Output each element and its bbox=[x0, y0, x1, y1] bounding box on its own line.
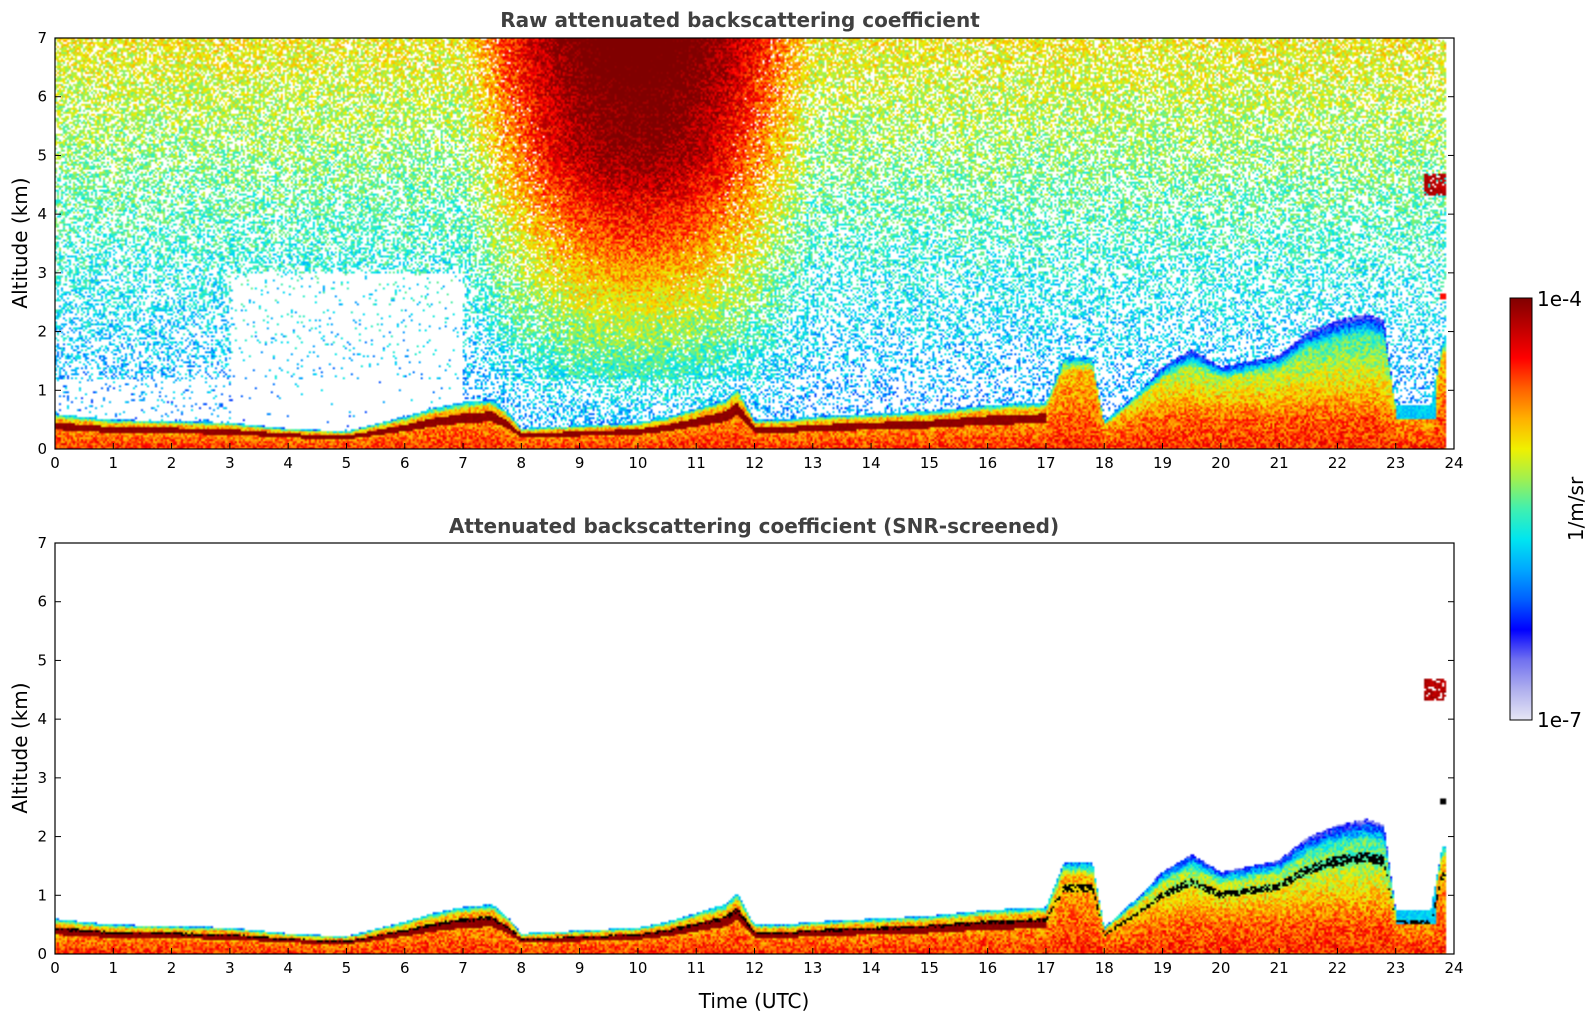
y-tick-label: 6 bbox=[37, 593, 47, 611]
x-tick-label: 10 bbox=[628, 959, 647, 977]
y-tick-label: 2 bbox=[37, 828, 47, 846]
x-tick-label: 14 bbox=[862, 454, 881, 472]
screened-y-ticks: 0 1 2 3 4 5 6 7 bbox=[37, 534, 1454, 963]
x-axis-label: Time (UTC) bbox=[698, 989, 810, 1013]
raw-y-ticks: 0 1 2 3 4 5 6 7 bbox=[37, 29, 1454, 458]
x-tick-label: 19 bbox=[1153, 959, 1172, 977]
raw-backscatter-panel: Raw attenuated backscattering coefficien… bbox=[8, 8, 1464, 472]
x-tick-label: 3 bbox=[225, 959, 235, 977]
x-tick-label: 16 bbox=[978, 959, 997, 977]
raw-y-axis-label: Altitude (km) bbox=[8, 177, 32, 308]
x-tick-label: 2 bbox=[167, 959, 177, 977]
y-tick-label: 5 bbox=[37, 651, 47, 669]
colorbar: 1e-4 1e-7 1/m/sr bbox=[1509, 287, 1588, 732]
raw-heatmap-field bbox=[55, 38, 1454, 449]
x-tick-label: 22 bbox=[1328, 959, 1347, 977]
y-tick-label: 3 bbox=[37, 264, 47, 282]
y-tick-label: 0 bbox=[37, 440, 47, 458]
x-tick-label: 5 bbox=[342, 959, 352, 977]
screened-panel-title: Attenuated backscattering coefficient (S… bbox=[449, 514, 1059, 538]
x-tick-label: 15 bbox=[920, 454, 939, 472]
x-tick-label: 1 bbox=[109, 454, 119, 472]
x-tick-label: 23 bbox=[1386, 959, 1405, 977]
colorbar-max-label: 1e-4 bbox=[1537, 287, 1582, 311]
y-tick-label: 7 bbox=[37, 29, 47, 47]
y-tick-label: 7 bbox=[37, 534, 47, 552]
x-tick-label: 9 bbox=[575, 959, 585, 977]
x-tick-label: 23 bbox=[1386, 454, 1405, 472]
x-tick-label: 12 bbox=[745, 959, 764, 977]
x-tick-label: 24 bbox=[1444, 454, 1463, 472]
x-tick-label: 9 bbox=[575, 454, 585, 472]
y-tick-label: 1 bbox=[37, 381, 47, 399]
screened-backscatter-panel: Attenuated backscattering coefficient (S… bbox=[8, 514, 1464, 1013]
y-tick-label: 4 bbox=[37, 710, 47, 728]
x-tick-label: 21 bbox=[1270, 959, 1289, 977]
x-tick-label: 13 bbox=[803, 959, 822, 977]
x-tick-label: 20 bbox=[1211, 454, 1230, 472]
y-tick-label: 2 bbox=[37, 323, 47, 341]
screened-y-axis-label: Altitude (km) bbox=[8, 682, 32, 813]
x-tick-label: 22 bbox=[1328, 454, 1347, 472]
x-tick-label: 10 bbox=[628, 454, 647, 472]
x-tick-label: 6 bbox=[400, 959, 410, 977]
x-tick-label: 1 bbox=[109, 959, 119, 977]
y-tick-label: 0 bbox=[37, 945, 47, 963]
x-tick-label: 3 bbox=[225, 454, 235, 472]
x-tick-label: 12 bbox=[745, 454, 764, 472]
x-tick-label: 4 bbox=[283, 454, 293, 472]
x-tick-label: 4 bbox=[283, 959, 293, 977]
x-tick-label: 18 bbox=[1095, 959, 1114, 977]
colorbar-gradient bbox=[1509, 297, 1533, 721]
x-tick-label: 8 bbox=[517, 959, 527, 977]
x-tick-label: 6 bbox=[400, 454, 410, 472]
x-tick-label: 20 bbox=[1211, 959, 1230, 977]
x-tick-label: 8 bbox=[517, 454, 527, 472]
x-tick-label: 15 bbox=[920, 959, 939, 977]
x-tick-label: 11 bbox=[687, 959, 706, 977]
raw-panel-title: Raw attenuated backscattering coefficien… bbox=[500, 8, 980, 32]
x-tick-label: 16 bbox=[978, 454, 997, 472]
x-tick-label: 0 bbox=[50, 454, 60, 472]
x-tick-label: 21 bbox=[1270, 454, 1289, 472]
x-tick-label: 19 bbox=[1153, 454, 1172, 472]
raw-x-ticks: 0 1 2 3 4 5 6 7 8 9 10 11 12 13 14 15 16 17 18 19 20 21 22 23 24 bbox=[50, 443, 1464, 472]
y-tick-label: 5 bbox=[37, 146, 47, 164]
x-tick-label: 2 bbox=[167, 454, 177, 472]
x-tick-label: 13 bbox=[803, 454, 822, 472]
raw-heatmap-image bbox=[55, 38, 1454, 449]
colorbar-unit-label: 1/m/sr bbox=[1564, 476, 1588, 541]
x-tick-label: 24 bbox=[1444, 959, 1463, 977]
x-tick-label: 11 bbox=[687, 454, 706, 472]
x-tick-label: 18 bbox=[1095, 454, 1114, 472]
screened-x-ticks: 0 1 2 3 4 5 6 7 8 9 10 11 12 13 14 15 16 17 18 19 20 21 22 23 24 bbox=[50, 948, 1464, 977]
y-tick-label: 6 bbox=[37, 88, 47, 106]
x-tick-label: 7 bbox=[458, 454, 468, 472]
y-tick-label: 1 bbox=[37, 886, 47, 904]
x-tick-label: 7 bbox=[458, 959, 468, 977]
x-tick-label: 17 bbox=[1036, 454, 1055, 472]
screened-heatmap-image bbox=[55, 543, 1454, 954]
colorbar-min-label: 1e-7 bbox=[1537, 708, 1582, 732]
y-tick-label: 4 bbox=[37, 205, 47, 223]
x-tick-label: 14 bbox=[862, 959, 881, 977]
screened-heatmap-field bbox=[55, 543, 1454, 954]
x-tick-label: 0 bbox=[50, 959, 60, 977]
x-tick-label: 5 bbox=[342, 454, 352, 472]
x-tick-label: 17 bbox=[1036, 959, 1055, 977]
y-tick-label: 3 bbox=[37, 769, 47, 787]
